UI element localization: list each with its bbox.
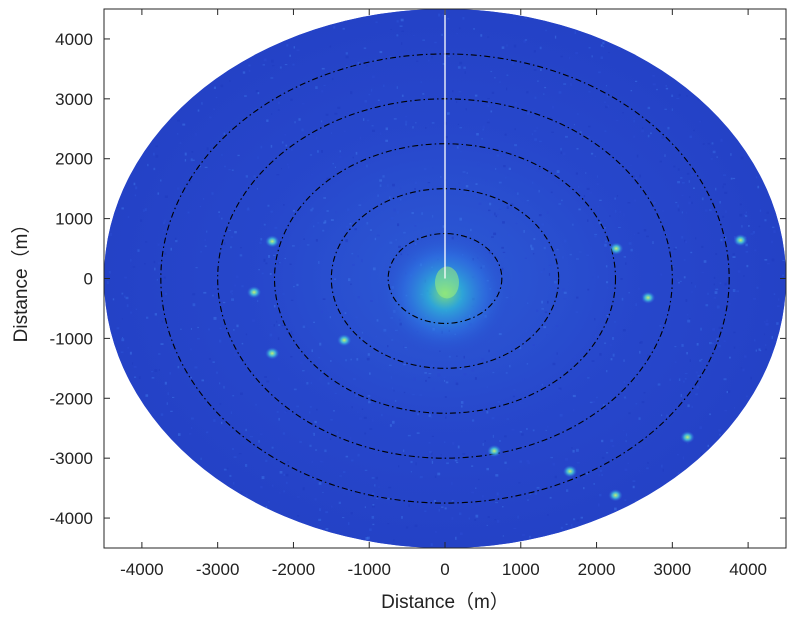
x-tick-label: 4000 [729, 560, 767, 579]
range-ring [330, 188, 560, 369]
y-tick-label: 0 [84, 270, 93, 289]
y-axis-label: Distance（m） [10, 215, 32, 343]
x-axis-label: Distance（m） [381, 591, 509, 613]
range-ring [387, 233, 503, 324]
x-tick-label: -3000 [196, 560, 239, 579]
y-tick-label: 2000 [55, 150, 93, 169]
target-echo [641, 291, 656, 304]
x-tick-label: 0 [440, 560, 449, 579]
y-tick-label: -1000 [50, 329, 93, 348]
x-tick-label: 3000 [653, 560, 691, 579]
y-tick-label: 1000 [55, 210, 93, 229]
x-tick-label: -1000 [347, 560, 390, 579]
y-tick-label: 4000 [55, 30, 93, 49]
target-echo [487, 444, 502, 457]
target-echo [265, 347, 280, 360]
x-tick-label: 1000 [502, 560, 540, 579]
target-echo [733, 234, 748, 247]
target-echo [337, 334, 352, 347]
x-tick-label: -4000 [120, 560, 163, 579]
target-echo [680, 431, 695, 444]
target-echo [608, 489, 623, 502]
x-tick-label: -2000 [272, 560, 315, 579]
target-echo [563, 465, 578, 478]
target-echo [247, 286, 262, 299]
target-echo [265, 235, 280, 248]
x-axis-ticks: -4000 -3000 -2000 -1000 0 1000 2000 3000 4000 [120, 9, 767, 579]
center-hotspot [435, 266, 459, 299]
y-tick-label: -3000 [50, 449, 93, 468]
bright-targets [247, 234, 748, 502]
x-tick-label: 2000 [578, 560, 616, 579]
y-tick-label: -4000 [50, 509, 93, 528]
y-tick-label: -2000 [50, 389, 93, 408]
y-axis-ticks: -4000 -3000 -2000 -1000 0 1000 2000 3000 4000 [50, 30, 786, 528]
y-tick-label: 3000 [55, 90, 93, 109]
target-echo [609, 242, 624, 255]
